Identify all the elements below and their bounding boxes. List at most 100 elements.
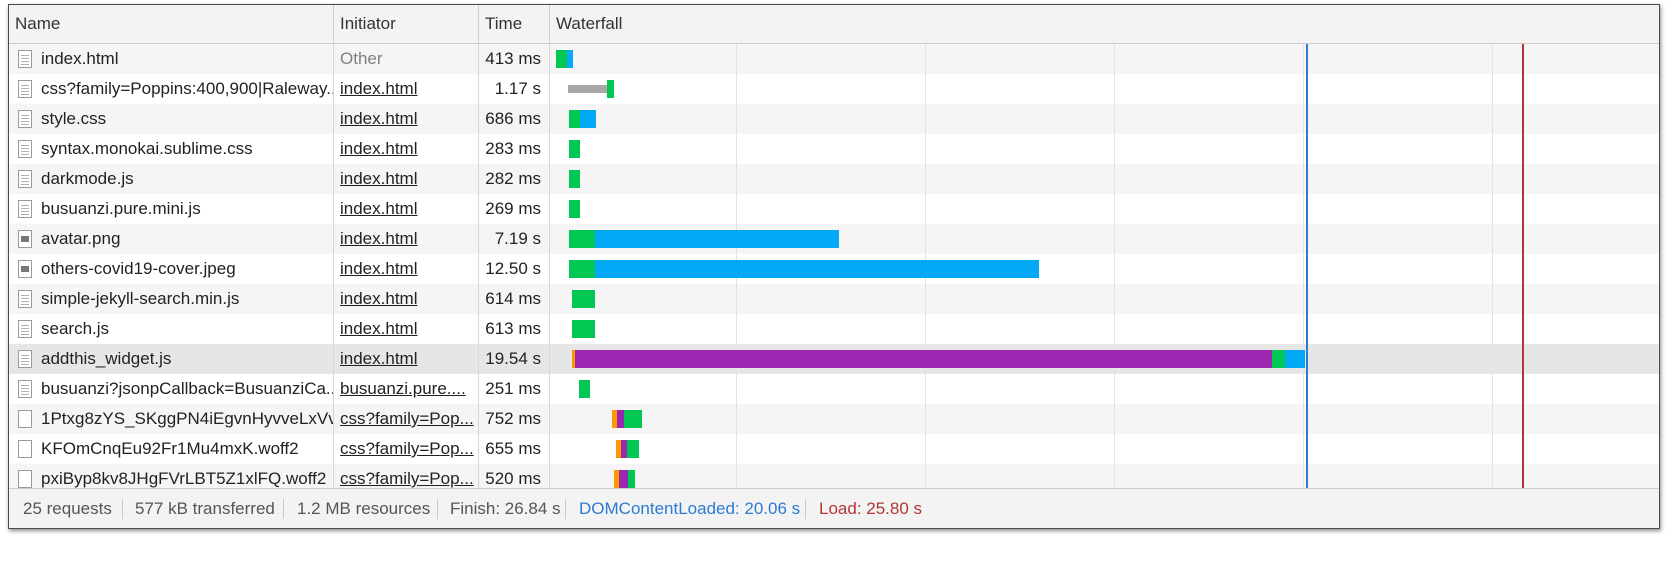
initiator-column-header[interactable]: Initiator	[340, 14, 396, 33]
request-initiator[interactable]: index.html	[340, 79, 418, 98]
waterfall-bar-download[interactable]	[580, 110, 596, 128]
request-row[interactable]: avatar.png index.html 7.19 s	[9, 224, 1659, 254]
request-row[interactable]: KFOmCnqEu92Fr1Mu4mxK.woff2 css?family=Pop…	[9, 434, 1659, 464]
name-column-header[interactable]: Name	[15, 14, 61, 33]
waterfall-bar-waiting[interactable]	[572, 290, 595, 308]
document-icon	[18, 200, 32, 218]
waterfall-bar-connect[interactable]	[614, 470, 619, 488]
column-divider[interactable]	[478, 5, 479, 43]
waterfall-bar-waiting[interactable]	[572, 320, 595, 338]
request-row[interactable]: index.html Other 413 ms	[9, 44, 1659, 74]
waterfall-bar-waiting[interactable]	[624, 410, 642, 428]
request-name[interactable]: syntax.monokai.sublime.css	[41, 139, 253, 158]
document-icon	[18, 140, 32, 158]
request-row[interactable]: others-covid19-cover.jpeg index.html 12.50…	[9, 254, 1659, 284]
transferred-size: 577 kB transferred	[135, 499, 275, 518]
waterfall-bar-waiting[interactable]	[569, 110, 580, 128]
request-initiator[interactable]: css?family=Pop...	[340, 469, 474, 488]
request-name[interactable]: avatar.png	[41, 229, 121, 248]
request-row[interactable]: busuanzi?jsonpCallback=BusuanziCa... busu…	[9, 374, 1659, 404]
request-initiator[interactable]: index.html	[340, 259, 418, 278]
network-panel: Name Initiator Time Waterfall index.html…	[8, 4, 1660, 529]
load-time: Load: 25.80 s	[819, 499, 923, 518]
dom-content-loaded-time: DOMContentLoaded: 20.06 s	[579, 499, 801, 518]
waterfall-bar-waiting[interactable]	[556, 50, 567, 68]
waterfall-bar-ssl[interactable]	[575, 350, 1272, 368]
request-row[interactable]: simple-jekyll-search.min.js index.html 614…	[9, 284, 1659, 314]
request-initiator[interactable]: css?family=Pop...	[340, 439, 474, 458]
waterfall-bar-download[interactable]	[567, 50, 573, 68]
request-name[interactable]: darkmode.js	[41, 169, 134, 188]
request-time: 251 ms	[485, 379, 541, 398]
waterfall-bar-connect[interactable]	[572, 350, 575, 368]
request-initiator: Other	[340, 49, 383, 68]
request-initiator[interactable]: index.html	[340, 349, 418, 368]
waterfall-bar-waiting[interactable]	[569, 200, 580, 218]
waterfall-bar-waiting[interactable]	[607, 80, 614, 98]
status-bar: 25 requests 577 kB transferred 1.2 MB re…	[9, 488, 1659, 528]
request-row[interactable]: style.css index.html 686 ms	[9, 104, 1659, 134]
waterfall-bar-ssl[interactable]	[619, 470, 628, 488]
request-initiator[interactable]: busuanzi.pure....	[340, 379, 466, 398]
request-name[interactable]: addthis_widget.js	[41, 349, 172, 368]
waterfall-bar-connect[interactable]	[612, 410, 617, 428]
time-column-header[interactable]: Time	[485, 14, 523, 33]
waterfall-bar-download[interactable]	[595, 260, 1039, 278]
font-file-icon	[18, 410, 32, 428]
request-name[interactable]: pxiByp8kv8JHgFVrLBT5Z1xlFQ.woff2	[41, 469, 327, 488]
request-initiator[interactable]: index.html	[340, 169, 418, 188]
request-time: 614 ms	[485, 289, 541, 308]
request-initiator[interactable]: index.html	[340, 139, 418, 158]
waterfall-bar-queued[interactable]	[568, 85, 607, 93]
waterfall-bar-waiting[interactable]	[579, 380, 590, 398]
request-time: 283 ms	[485, 139, 541, 158]
request-time: 686 ms	[485, 109, 541, 128]
request-name[interactable]: index.html	[41, 49, 119, 68]
column-divider[interactable]	[333, 5, 334, 43]
request-name[interactable]: busuanzi.pure.mini.js	[41, 199, 201, 218]
request-row[interactable]: busuanzi.pure.mini.js index.html 269 ms	[9, 194, 1659, 224]
waterfall-bar-waiting[interactable]	[569, 140, 580, 158]
request-initiator[interactable]: index.html	[340, 319, 418, 338]
request-time: 413 ms	[485, 49, 541, 68]
request-row[interactable]: syntax.monokai.sublime.css index.html 283 …	[9, 134, 1659, 164]
waterfall-bar-waiting[interactable]	[627, 440, 639, 458]
request-name[interactable]: 1Ptxg8zYS_SKggPN4iEgvnHyvveLxVv...	[41, 409, 333, 428]
request-name[interactable]: busuanzi?jsonpCallback=BusuanziCa...	[41, 379, 333, 398]
document-icon	[18, 320, 32, 338]
column-divider	[478, 44, 479, 488]
request-initiator[interactable]: index.html	[340, 109, 418, 128]
request-name[interactable]: style.css	[41, 109, 107, 128]
request-row[interactable]: css?family=Poppins:400,900|Raleway... ind…	[9, 74, 1659, 104]
column-divider[interactable]	[549, 5, 550, 43]
font-file-icon	[18, 440, 32, 458]
waterfall-bar-ssl[interactable]	[621, 440, 627, 458]
request-row[interactable]: darkmode.js index.html 282 ms	[9, 164, 1659, 194]
waterfall-bar-download[interactable]	[595, 230, 839, 248]
request-name[interactable]: others-covid19-cover.jpeg	[41, 259, 236, 278]
waterfall-bar-waiting[interactable]	[628, 470, 635, 488]
waterfall-bar-waiting[interactable]	[569, 260, 595, 278]
image-icon	[18, 230, 32, 248]
request-name[interactable]: search.js	[41, 319, 110, 338]
request-initiator[interactable]: index.html	[340, 229, 418, 248]
waterfall-bar-ssl[interactable]	[617, 410, 624, 428]
request-name[interactable]: KFOmCnqEu92Fr1Mu4mxK.woff2	[41, 439, 299, 458]
column-divider	[333, 44, 334, 488]
request-row[interactable]: 1Ptxg8zYS_SKggPN4iEgvnHyvveLxVv... css?fa…	[9, 404, 1659, 434]
request-time: 19.54 s	[485, 349, 541, 368]
image-icon	[18, 260, 32, 278]
waterfall-bar-waiting[interactable]	[569, 170, 580, 188]
dom-content-loaded-marker	[1306, 44, 1308, 488]
request-initiator[interactable]: index.html	[340, 199, 418, 218]
request-initiator[interactable]: index.html	[340, 289, 418, 308]
request-name[interactable]: simple-jekyll-search.min.js	[41, 289, 240, 308]
waterfall-column-header[interactable]: Waterfall	[556, 14, 623, 33]
waterfall-bar-connect[interactable]	[616, 440, 621, 458]
request-name[interactable]: css?family=Poppins:400,900|Raleway...	[41, 79, 333, 98]
request-initiator[interactable]: css?family=Pop...	[340, 409, 474, 428]
waterfall-bar-download[interactable]	[1285, 350, 1305, 368]
request-row[interactable]: search.js index.html 613 ms	[9, 314, 1659, 344]
waterfall-bar-waiting[interactable]	[569, 230, 595, 248]
waterfall-bar-waiting[interactable]	[1272, 350, 1285, 368]
